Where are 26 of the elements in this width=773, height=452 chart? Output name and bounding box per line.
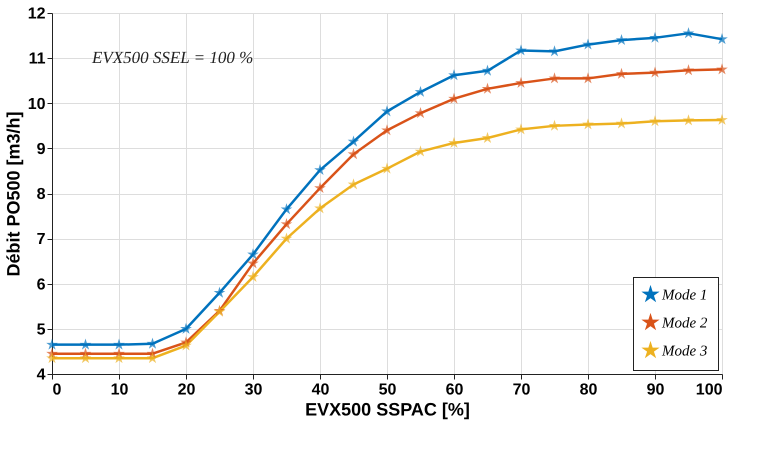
x-tick-label: 70 xyxy=(512,382,530,398)
y-tick-label: 4 xyxy=(36,366,46,384)
y-axis-title: Débit PO500 [m3/h] xyxy=(4,111,24,277)
y-tick-label: 9 xyxy=(36,140,46,158)
x-tick-label: 80 xyxy=(580,382,598,398)
y-tick-label: 11 xyxy=(28,50,46,68)
annotation: EVX500 SSEL = 100 % xyxy=(91,48,254,67)
y-tick-label: 12 xyxy=(28,6,46,22)
y-tick-label: 8 xyxy=(36,186,46,203)
x-tick-label: 60 xyxy=(446,382,464,398)
x-tick-label: 10 xyxy=(110,382,128,398)
x-tick-label: 0 xyxy=(52,382,62,398)
legend-label: Mode 1 xyxy=(661,288,708,304)
y-tick-label: 5 xyxy=(36,321,46,338)
x-tick-label: 20 xyxy=(178,382,196,398)
y-tick-label: 6 xyxy=(36,276,46,294)
x-tick-label: 100 xyxy=(696,382,723,398)
x-tick-label: 50 xyxy=(378,382,396,398)
x-tick-label: 90 xyxy=(646,382,664,398)
y-tick-label: 7 xyxy=(36,231,46,248)
legend-label: Mode 2 xyxy=(661,316,708,332)
x-axis-title: EVX500 SSPAC [%] xyxy=(305,400,470,420)
x-tick-label: 40 xyxy=(312,382,330,398)
y-tick-label: 10 xyxy=(28,96,46,113)
x-tick-label: 30 xyxy=(244,382,262,398)
legend-label: Mode 3 xyxy=(661,344,708,360)
